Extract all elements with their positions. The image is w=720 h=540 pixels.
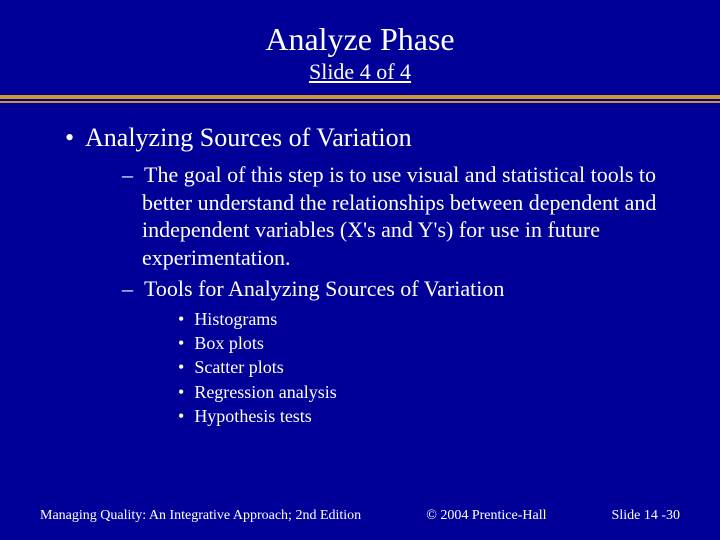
slide-header: Analyze Phase Slide 4 of 4 — [0, 0, 720, 85]
subpoint-tools-span: Tools for Analyzing Sources of Variation — [144, 276, 504, 301]
heading-level1: Analyzing Sources of Variation — [85, 123, 670, 153]
footer-right: Slide 14 -30 — [612, 508, 680, 524]
footer-center: © 2004 Prentice-Hall — [426, 508, 546, 524]
subpoint-goal: – The goal of this step is to use visual… — [122, 161, 670, 271]
subpoint-tools: – Tools for Analyzing Sources of Variati… — [122, 275, 670, 303]
list-item: Box plots — [178, 331, 670, 355]
slide-content: Analyzing Sources of Variation – The goa… — [0, 103, 720, 428]
subpoint-tools-text: – Tools for Analyzing Sources of Variati… — [122, 275, 670, 303]
subpoint-goal-span: The goal of this step is to use visual a… — [142, 162, 656, 270]
list-item: Regression analysis — [178, 380, 670, 404]
slide-title: Analyze Phase — [0, 22, 720, 57]
list-item: Histograms — [178, 307, 670, 331]
slide-subtitle: Slide 4 of 4 — [0, 59, 720, 85]
list-item: Hypothesis tests — [178, 404, 670, 428]
divider — [0, 95, 720, 103]
subpoint-goal-text: – The goal of this step is to use visual… — [122, 161, 670, 271]
list-item: Scatter plots — [178, 355, 670, 379]
divider-bar-thick — [0, 95, 720, 99]
footer-left: Managing Quality: An Integrative Approac… — [40, 508, 361, 524]
tools-list: Histograms Box plots Scatter plots Regre… — [178, 307, 670, 428]
slide-footer: Managing Quality: An Integrative Approac… — [0, 508, 720, 524]
